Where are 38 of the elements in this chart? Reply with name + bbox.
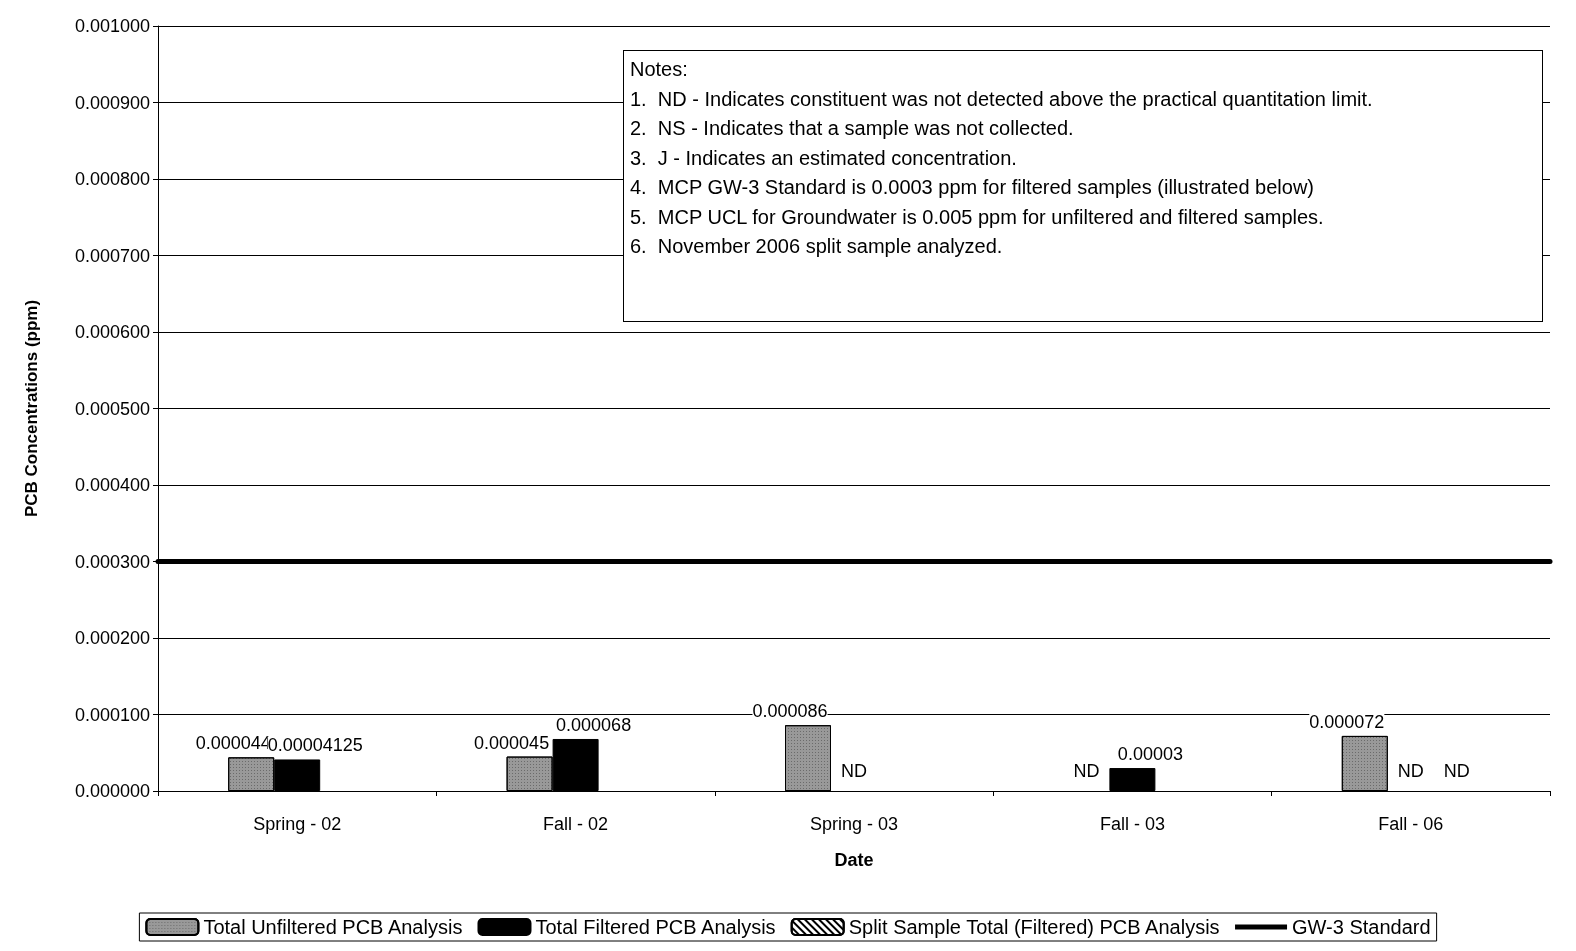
data-label: 0.000086 [752,701,828,722]
text: ND [1073,761,1100,781]
x-tick-label: Fall - 03 [1099,814,1165,834]
y-tick-label: 0.001000 [74,16,150,36]
y-tick-label: 0.000600 [74,322,150,342]
x-tick-label: Fall - 02 [543,814,609,834]
text: ND [1397,761,1424,781]
legend-label: GW-3 Standard [1292,916,1431,938]
annotation: Notes: [630,57,689,82]
y-tick-label: 0.000900 [74,92,150,113]
annotation: 4. MCP GW-3 Standard is 0.0003 ppm for filtered samples (illustrated below) [630,175,1315,200]
y-tick-label: 0.000500 [74,398,150,419]
x-tick-label: Fall - 06 [1378,814,1444,834]
text: ND [1443,761,1470,781]
x-tick-label: Spring - 03 [809,814,899,834]
y-tick-label: 0.000400 [74,475,150,495]
y-axis-title: PCB Concentrations (ppm) [22,299,41,518]
annotation: 3. J - Indicates an estimated concentration. [630,145,1018,171]
legend-label: Total Unfiltered PCB Analysis [203,916,463,938]
x-tick-label: Spring - 02 [253,814,342,834]
data-label: 0.000072 [1309,711,1385,732]
annotation: 2. NS - Indicates that a sample was not collected. [630,116,1075,141]
y-tick-label: 0.000700 [74,245,150,266]
y-tick-label: 0.000300 [74,551,150,572]
data-label: 0.000045 [474,732,550,753]
annotation: 5. MCP UCL for Groundwater is 0.005 ppm for unfiltered and filtered samples. [630,204,1325,230]
legend-label: Split Sample Total (Filtered) PCB Analysis [848,916,1220,938]
y-tick-label: 0.000100 [74,704,150,725]
y-tick-label: 0.000200 [74,628,150,648]
y-tick-label: 0.000000 [74,781,150,801]
annotation: 1. ND - Indicates constituent was not detected above the practical quantitation limit. [630,86,1374,112]
data-label: 0.00003 [1117,744,1183,765]
data-label: 0.000068 [556,714,632,735]
annotation: 6. November 2006 split sample analyzed. [630,234,1004,259]
x-axis-title: Date [834,850,874,870]
legend-label: Total Filtered PCB Analysis [535,916,776,938]
text: ND [841,761,867,781]
y-tick-label: 0.000800 [74,169,150,189]
